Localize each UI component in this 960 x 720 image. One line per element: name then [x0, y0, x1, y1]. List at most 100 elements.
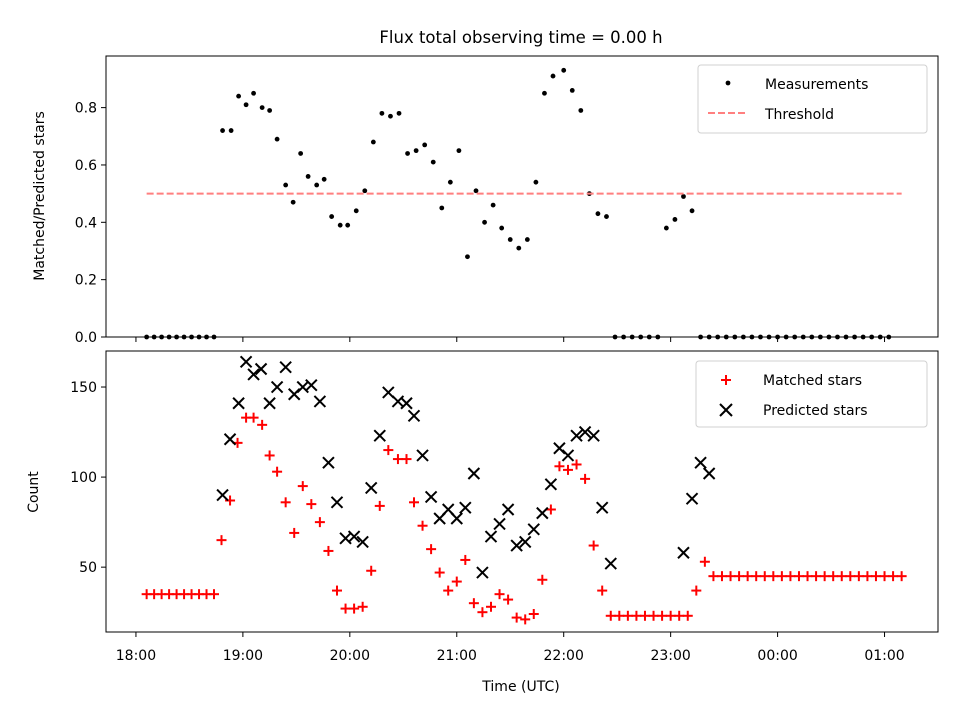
matched-star-point — [306, 499, 317, 510]
predicted-star-point — [356, 535, 369, 549]
y-tick-label: 0.0 — [75, 330, 97, 346]
measurement-point — [672, 217, 678, 222]
measurement-point — [388, 113, 393, 119]
count-panel: 50 100 150 18:00 19:00 20:00 21:00 22:00 23:00 0… — [26, 350, 939, 695]
matched-star-point — [759, 571, 770, 582]
predicted-star-point — [270, 380, 284, 394]
measurement-point — [267, 108, 273, 113]
matched-star-point — [554, 461, 565, 472]
matched-star-point — [216, 535, 227, 546]
matched-star-point — [639, 610, 650, 621]
predicted-star-point — [561, 449, 575, 462]
ratio-y-axis-label: Matched/Predicted stars — [32, 111, 48, 281]
x-tick-label: 23:00 — [650, 648, 690, 664]
predicted-star-point — [587, 429, 600, 442]
measurement-point — [533, 179, 539, 185]
predicted-star-point — [510, 539, 523, 552]
matched-star-point — [879, 571, 890, 582]
matched-star-point — [357, 601, 368, 612]
matched-star-point — [768, 571, 779, 582]
matched-star-point — [401, 454, 412, 465]
ratio-panel: 0.00.20.40.60.8 Matched/Predicted stars … — [32, 55, 939, 346]
matched-star-point — [264, 450, 275, 461]
y-tick-label: 100 — [70, 470, 97, 486]
matched-star-point — [537, 574, 548, 585]
measurement-point — [345, 222, 351, 228]
measurement-point — [362, 188, 368, 194]
count-legend: Matched stars Predicted stars — [695, 360, 928, 428]
matched-star-point — [811, 571, 822, 582]
matched-star-point — [392, 454, 403, 465]
matched-star-point — [853, 571, 864, 582]
predicted-star-point — [382, 386, 395, 399]
ratio-panel-frame — [105, 55, 939, 338]
predicted-star-point — [536, 506, 549, 520]
predicted-star-point — [527, 523, 540, 536]
matched-star-point — [562, 464, 573, 475]
matched-star-point — [426, 544, 437, 555]
legend-threshold-label: Threshold — [764, 107, 834, 123]
measurement-point — [251, 90, 256, 96]
measurement-point — [595, 211, 601, 217]
measurement-point — [274, 136, 280, 142]
matched-star-point — [323, 545, 334, 556]
figure-title: Flux total observing time = 0.00 h — [379, 28, 662, 47]
predicted-star-point — [476, 566, 489, 579]
matched-star-point — [631, 610, 642, 621]
matched-star-point — [289, 527, 300, 538]
count-x-axis-label: Time (UTC) — [481, 679, 559, 695]
matched-star-point — [708, 571, 719, 582]
measurement-point — [290, 199, 296, 205]
measurement-point — [689, 208, 695, 214]
matched-star-point — [870, 571, 881, 582]
measurement-point — [447, 179, 453, 185]
predicted-star-point — [263, 397, 276, 410]
count-legend-box — [695, 360, 928, 428]
predicted-star-point — [493, 517, 506, 531]
legend-matched-marker — [721, 375, 731, 385]
predicted-star-point — [604, 557, 617, 570]
measurement-point — [321, 176, 327, 182]
matched-star-point — [408, 497, 419, 508]
measurement-point — [220, 128, 225, 133]
predicted-star-point — [677, 546, 690, 559]
matched-star-point — [443, 585, 454, 596]
x-tick-label: 20:00 — [330, 648, 370, 664]
legend-predicted-label: Predicted stars — [763, 403, 868, 419]
matched-star-point — [776, 571, 787, 582]
legend-predicted-marker — [719, 403, 733, 417]
predicted-star-point — [247, 368, 260, 381]
matched-star-point — [209, 589, 220, 600]
matched-star-point — [597, 585, 608, 596]
matched-star-point — [836, 571, 847, 582]
matched-star-point — [349, 603, 360, 614]
predicted-star-point — [305, 379, 318, 392]
x-tick-label: 00:00 — [757, 648, 797, 664]
measurement-point — [490, 202, 496, 208]
matched-star-point — [725, 571, 736, 582]
measurement-point — [236, 93, 242, 99]
matched-star-point — [665, 610, 676, 621]
ratio-legend-box — [697, 64, 928, 134]
x-tick-label: 19:00 — [223, 648, 263, 664]
measurement-point — [439, 205, 445, 211]
measurement-point — [396, 110, 402, 116]
measurement-point — [283, 182, 289, 188]
predicted-star-point — [239, 355, 253, 369]
measurement-point — [499, 225, 505, 231]
predicted-star-point — [313, 395, 327, 408]
matched-star-point — [272, 466, 283, 477]
measurement-point — [243, 102, 249, 108]
x-tick-label: 01:00 — [864, 648, 904, 664]
predicted-star-point — [232, 397, 245, 410]
matched-star-point — [494, 589, 505, 600]
matched-star-point — [331, 585, 342, 596]
matched-star-point — [571, 459, 582, 470]
count-panel-frame — [105, 350, 939, 633]
matched-star-point — [819, 571, 830, 582]
predicted-star-point — [279, 361, 292, 374]
matched-star-point — [896, 571, 907, 582]
matched-star-point — [434, 567, 445, 578]
measurement-point — [604, 214, 609, 219]
predicted-star-point — [519, 535, 532, 549]
